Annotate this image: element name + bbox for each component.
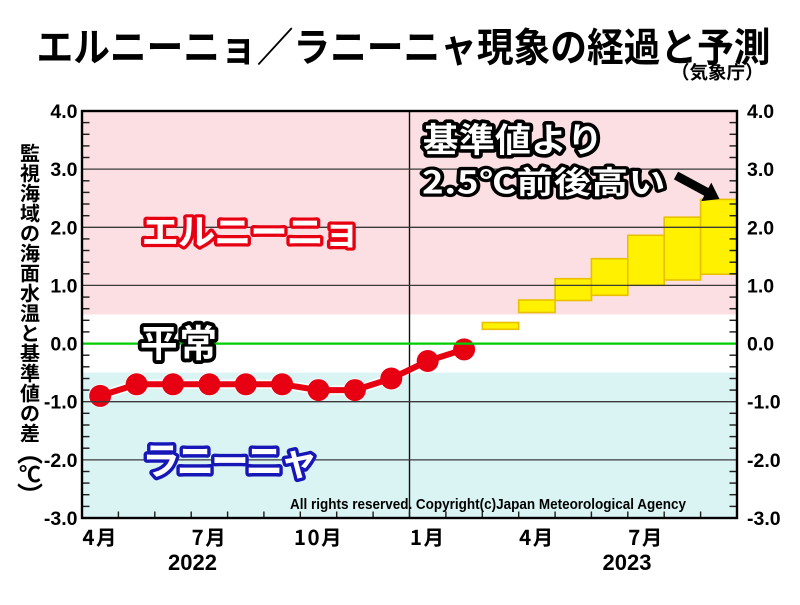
svg-text:3.0: 3.0 xyxy=(50,159,77,181)
svg-text:2.0: 2.0 xyxy=(50,217,77,239)
svg-text:All rights reserved. Copyright: All rights reserved. Copyright(c)Japan M… xyxy=(290,496,687,513)
svg-text:4.0: 4.0 xyxy=(50,101,77,123)
svg-text:-2.0: -2.0 xyxy=(747,450,781,472)
svg-text:-3.0: -3.0 xyxy=(44,508,78,530)
svg-text:3.0: 3.0 xyxy=(747,159,774,181)
svg-text:-1.0: -1.0 xyxy=(747,392,781,414)
svg-text:2023: 2023 xyxy=(603,550,652,575)
svg-text:2022: 2022 xyxy=(168,550,217,575)
svg-text:2.0: 2.0 xyxy=(747,217,774,239)
svg-text:-1.0: -1.0 xyxy=(44,392,78,414)
svg-text:-3.0: -3.0 xyxy=(747,508,781,530)
svg-text:0.0: 0.0 xyxy=(747,334,774,356)
svg-text:1.0: 1.0 xyxy=(50,275,77,297)
svg-text:1.0: 1.0 xyxy=(747,275,774,297)
svg-text:0.0: 0.0 xyxy=(50,334,77,356)
svg-text:-2.0: -2.0 xyxy=(44,450,78,472)
svg-text:4.0: 4.0 xyxy=(747,101,774,123)
